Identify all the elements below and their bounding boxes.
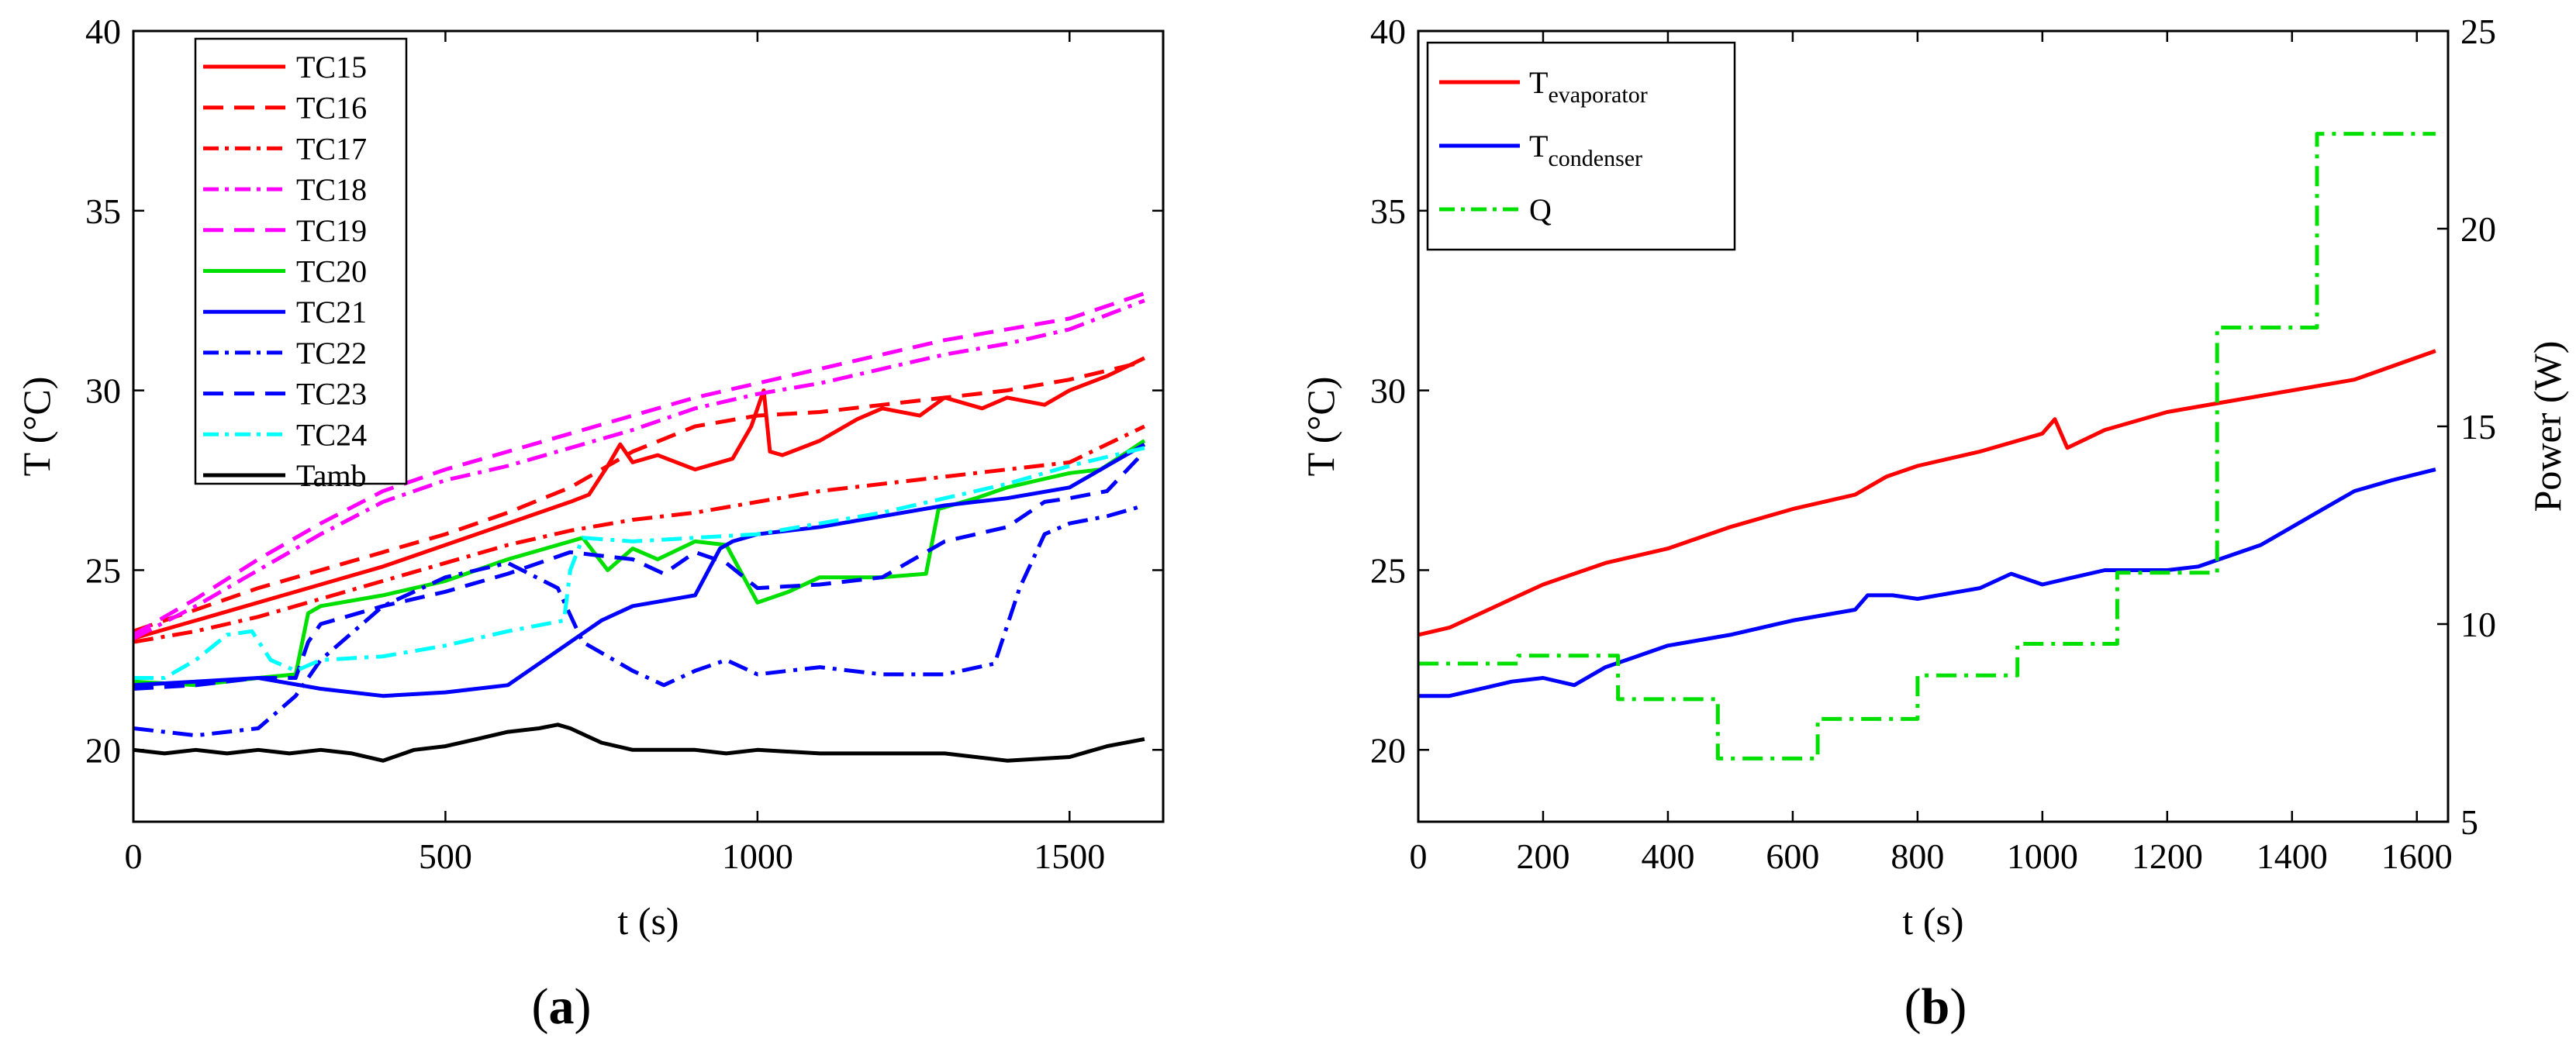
- panel-a-legend-label: TC19: [296, 213, 367, 248]
- panel-a-xtick-label: 1500: [1034, 836, 1105, 876]
- panel-b-xlabel: t (s): [1902, 899, 1963, 943]
- panel-a-series-tc22: [133, 503, 1145, 738]
- panel-a-series-tc24: [133, 446, 1145, 680]
- panel-a-legend-label: TC17: [296, 131, 367, 166]
- panel-b-xtick-label: 400: [1641, 836, 1694, 876]
- panel-a-series-tc18: [132, 298, 1145, 640]
- panel-b-xtick-label: 0: [1410, 836, 1428, 876]
- panel-b-series-t-condenser: [1418, 467, 2436, 698]
- panel-b-label: (b): [1904, 978, 1967, 1035]
- panel-b-series-lines: [1417, 132, 2436, 760]
- panel-b-chart: 0 200 400 600 800 1000 1200 1400 1600 20 25 30 35 40 5…: [1299, 12, 2569, 1035]
- panel-b-legend-subscript: condenser: [1548, 146, 1642, 171]
- panel-a-chart: 0 500 1000 1500 20 25 30 35 40 t (s) T (°C) TC15…: [15, 12, 1165, 1035]
- panel-a-legend-label: TC20: [296, 254, 367, 289]
- panel-b-ytick-right-label: 25: [2460, 12, 2496, 51]
- panel-b-ylabel: T (°C): [1299, 377, 1342, 477]
- panel-b-ytick-right-label: 10: [2460, 605, 2496, 644]
- panel-b-ytick-label: 35: [1370, 191, 1406, 231]
- panel-b-xtick-label: 800: [1891, 836, 1944, 876]
- panel-a-series-tamb: [133, 723, 1145, 763]
- panel-a-legend-label: TC23: [296, 377, 367, 412]
- panel-a-series-tc15: [133, 356, 1145, 640]
- panel-a-legend-label: Tamb: [296, 458, 367, 493]
- panel-b-ylabel-right: Power (W): [2526, 341, 2569, 512]
- panel-a-legend-label: TC16: [296, 91, 367, 126]
- panel-b-ytick-label: 25: [1370, 550, 1406, 590]
- panel-a-series-tc16: [133, 360, 1145, 633]
- panel-b-ytick-label: 30: [1370, 371, 1406, 411]
- panel-a-label-open: (: [532, 978, 549, 1035]
- panel-a-legend-label: TC22: [296, 336, 367, 371]
- panel-b-xtick-label: 1200: [2132, 836, 2203, 876]
- panel-a-series-tc17: [133, 424, 1145, 644]
- panel-a-plot-frame: [132, 29, 1165, 823]
- panel-b-ytick-right-label: 5: [2460, 802, 2478, 842]
- panel-a-legend-box: [194, 37, 408, 485]
- panel-a-xlabel: t (s): [617, 899, 679, 943]
- panel-a-ytick-label: 20: [85, 730, 121, 770]
- panel-b-tick-labels: 0 200 400 600 800 1000 1200 1400 1600 20 25 30 35 40 5…: [1370, 12, 2496, 876]
- panel-a-ytick-label: 25: [85, 550, 121, 590]
- panel-a-ytick-label: 35: [85, 191, 121, 231]
- panel-a-legend: TC15 TC16 TC17 TC18 TC19 TC20 TC21 TC22 TC23 TC24…: [194, 37, 408, 493]
- panel-a-legend-label: TC18: [296, 172, 367, 207]
- panel-a-tick-labels: 0 500 1000 1500 20 25 30 35 40: [85, 12, 1105, 876]
- panel-b-label-close: ): [1949, 978, 1967, 1035]
- panel-b-plot-frame: [1417, 29, 2450, 823]
- panel-b-legend-label: Q: [1529, 192, 1552, 227]
- panel-a-xtick-label: 1000: [722, 836, 793, 876]
- panel-b-xtick-label: 1000: [2007, 836, 2078, 876]
- panel-a-label: (a): [532, 978, 592, 1035]
- panel-b-series-t-evaporator: [1417, 349, 2436, 637]
- panel-a-series-tc19: [132, 291, 1145, 637]
- panel-b-label-letter: b: [1922, 978, 1950, 1035]
- panel-a-legend-label: TC21: [296, 295, 367, 329]
- panel-b-legend-subscript: evaporator: [1548, 82, 1647, 108]
- panel-a-xtick-label: 500: [419, 836, 472, 876]
- panel-b-label-open: (: [1904, 978, 1922, 1035]
- panel-a-legend-label: TC15: [296, 50, 367, 84]
- panel-b-xtick-label: 1400: [2257, 836, 2328, 876]
- panel-a-xtick-label: 0: [125, 836, 143, 876]
- panel-a-ytick-label: 30: [85, 371, 121, 411]
- panel-a-label-close: ): [575, 978, 592, 1035]
- panel-b-ytick-label: 20: [1370, 730, 1406, 770]
- panel-b-ytick-right-label: 15: [2460, 407, 2496, 447]
- panel-a-series-tc21: [133, 443, 1146, 698]
- panel-a-series-tc20: [133, 439, 1146, 688]
- panel-a-series-lines: [132, 291, 1146, 763]
- panel-b-xtick-label: 1600: [2381, 836, 2453, 876]
- panel-a-label-letter: a: [549, 978, 575, 1035]
- panel-b-ytick-right-label: 20: [2460, 209, 2496, 249]
- panel-b-series-q: [1418, 132, 2436, 760]
- panel-a-legend-items: TC15 TC16 TC17 TC18 TC19 TC20 TC21 TC22 TC23 TC24…: [203, 50, 367, 493]
- panel-a-ylabel: T (°C): [15, 377, 58, 477]
- panel-b-ytick-label: 40: [1370, 12, 1406, 51]
- panel-a-ytick-label: 40: [85, 12, 121, 51]
- panel-b-xtick-label: 600: [1766, 836, 1819, 876]
- panel-a-legend-label: TC24: [296, 417, 367, 452]
- panel-a-series-tc23: [133, 450, 1146, 691]
- panel-b-xtick-label: 200: [1516, 836, 1569, 876]
